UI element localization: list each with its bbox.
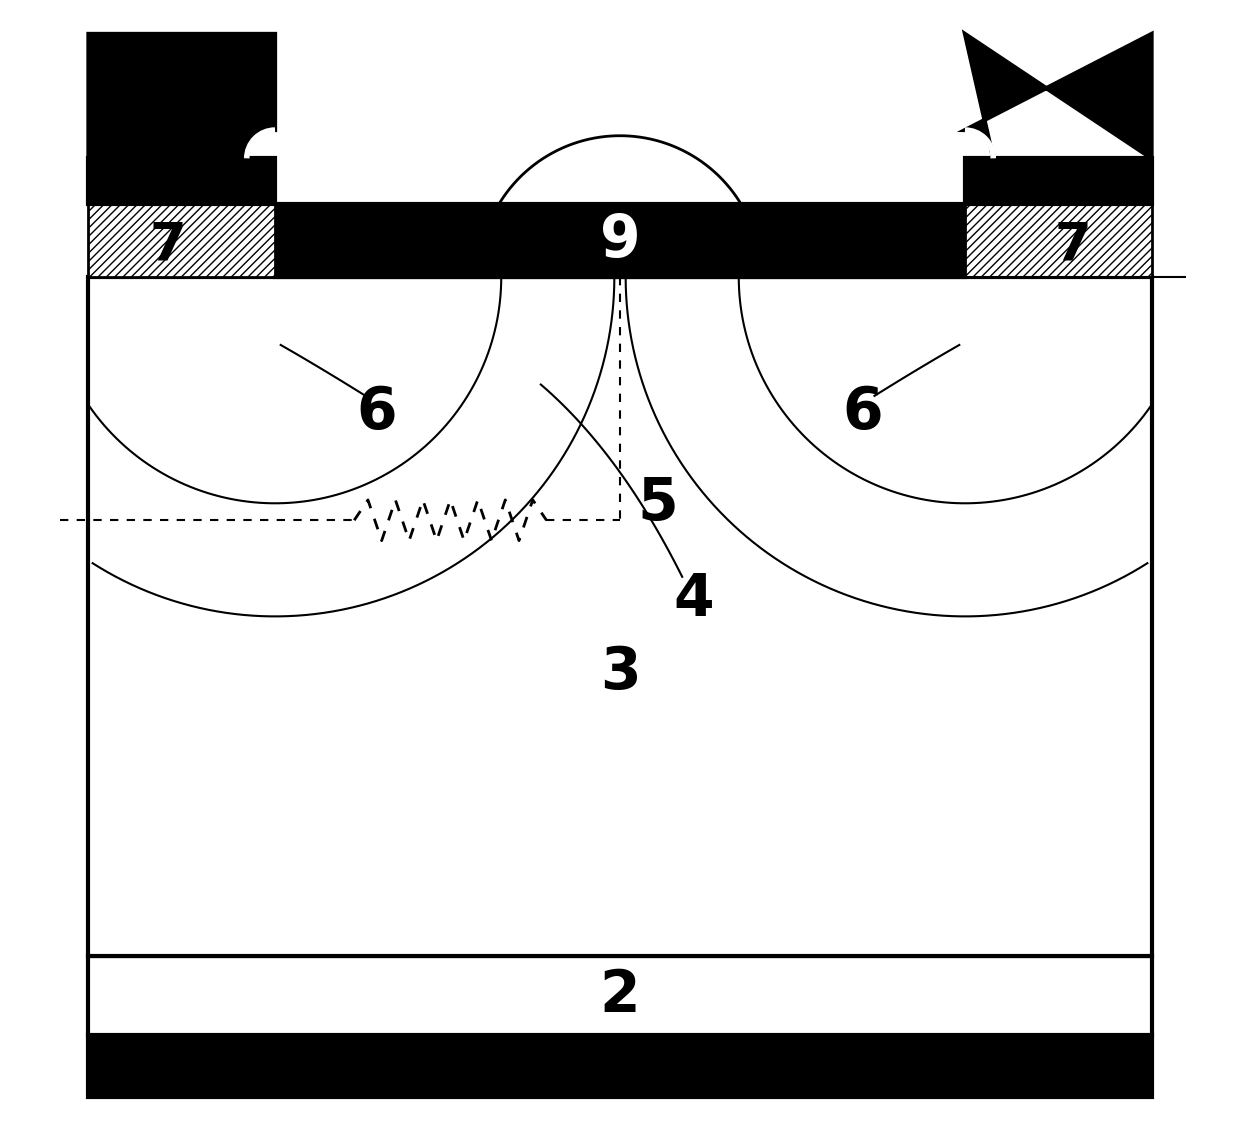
Polygon shape [965, 34, 1152, 158]
Polygon shape [88, 34, 275, 158]
Bar [88, 1035, 1152, 1097]
Text: 7: 7 [1054, 221, 1091, 271]
Text: 6: 6 [843, 385, 883, 441]
Bar [88, 277, 1152, 956]
Bar [965, 204, 1152, 277]
Bar [88, 158, 275, 204]
Text: 6: 6 [357, 385, 397, 441]
Text: 2: 2 [600, 967, 640, 1024]
Text: 7: 7 [149, 221, 186, 271]
Bar [88, 956, 1152, 1035]
Bar [965, 158, 1152, 204]
Bar [275, 204, 965, 277]
Bar [88, 204, 275, 277]
Text: 9: 9 [600, 211, 640, 269]
Text: 5: 5 [637, 475, 678, 532]
Text: 3: 3 [600, 645, 640, 701]
Text: 4: 4 [673, 571, 714, 628]
